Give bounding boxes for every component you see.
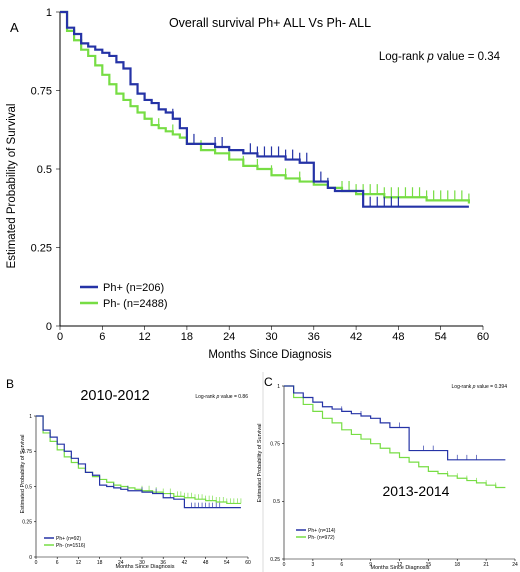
y-tick-label: 1 bbox=[277, 384, 280, 390]
survival-step-line bbox=[284, 385, 506, 489]
y-tick-label: 0.75 bbox=[270, 441, 280, 447]
x-tick-label: 30 bbox=[265, 331, 277, 343]
series-ph-negative bbox=[284, 385, 506, 489]
y-tick-label: 1 bbox=[46, 7, 52, 19]
x-axis-label: Months Since Diagnosis bbox=[370, 565, 429, 571]
series-ph-positive bbox=[36, 415, 241, 509]
axes: 0 6 12 18 24 30 36 42 48 54 60 0 0.25 0.5 0.75 1 bbox=[31, 7, 490, 343]
x-tick-label: 6 bbox=[99, 331, 105, 343]
panel-label: B bbox=[6, 377, 14, 391]
x-tick-label: 54 bbox=[224, 560, 230, 566]
legend-label-ph-positive: Ph+ (n=206) bbox=[103, 282, 164, 294]
x-tick-label: 54 bbox=[435, 331, 447, 343]
series-ph-negative bbox=[60, 10, 470, 204]
x-tick-label: 12 bbox=[397, 562, 403, 568]
x-tick-label: 24 bbox=[223, 331, 235, 343]
x-tick-label: 9 bbox=[369, 562, 372, 568]
legend-label-ph-negative: Ph- (n=2488) bbox=[103, 298, 168, 310]
legend: Ph+ (n=114) Ph- (n=972) bbox=[296, 528, 336, 541]
legend-label-ph-negative: Ph- (n=1516) bbox=[56, 543, 86, 549]
x-tick-label: 15 bbox=[426, 562, 432, 568]
x-tick-label: 36 bbox=[308, 331, 320, 343]
y-tick-label: 0.5 bbox=[273, 499, 280, 505]
chart-title: 2010-2012 bbox=[80, 388, 149, 404]
x-tick-label: 21 bbox=[483, 562, 489, 568]
x-tick-label: 42 bbox=[182, 560, 188, 566]
x-tick-label: 18 bbox=[454, 562, 460, 568]
survival-step-line bbox=[60, 10, 469, 208]
x-tick-label: 42 bbox=[350, 331, 362, 343]
x-axis-label: Months Since Diagnosis bbox=[208, 349, 332, 361]
x-tick-label: 0 bbox=[57, 331, 63, 343]
y-axis-label: Estimated Probability of Survival bbox=[257, 424, 263, 503]
survival-2013-2014-panel: C Log-rank p value = 0.394 2013-2014 Mon… bbox=[257, 372, 520, 572]
legend: Ph+ (n=206) Ph- (n=2488) bbox=[80, 282, 168, 310]
chart-title: Overall survival Ph+ ALL Vs Ph- ALL bbox=[169, 16, 371, 30]
series-ph-positive bbox=[284, 385, 506, 461]
x-tick-label: 3 bbox=[311, 562, 314, 568]
logrank-annotation: Log-rank p value = 0.394 bbox=[452, 384, 508, 390]
x-tick-label: 60 bbox=[477, 331, 489, 343]
legend-label-ph-positive: Ph+ (n=92) bbox=[56, 536, 81, 542]
x-tick-label: 6 bbox=[340, 562, 343, 568]
x-tick-label: 12 bbox=[138, 331, 150, 343]
series-ph-positive bbox=[60, 10, 469, 208]
y-tick-label: 0.25 bbox=[270, 557, 280, 563]
survival-2010-2012-chart: B 2010-2012 Log-rank p value = 0.86 Mont… bbox=[6, 377, 251, 570]
y-tick-label: 0.25 bbox=[31, 242, 52, 254]
chart-title: 2013-2014 bbox=[383, 483, 450, 499]
x-tick-label: 60 bbox=[245, 560, 251, 566]
y-axis-label: Estimated Probability of Survival bbox=[6, 104, 18, 269]
x-tick-label: 24 bbox=[118, 560, 124, 566]
survival-step-line bbox=[60, 10, 470, 204]
x-tick-label: 24 bbox=[512, 562, 518, 568]
y-tick-label: 0 bbox=[29, 555, 32, 561]
panel-label: C bbox=[264, 375, 273, 389]
x-tick-label: 30 bbox=[139, 560, 145, 566]
y-tick-label: 0.75 bbox=[31, 85, 52, 97]
survival-2010-2012-panel: B 2010-2012 Log-rank p value = 0.86 Mont… bbox=[0, 372, 262, 572]
legend: Ph+ (n=92) Ph- (n=1516) bbox=[44, 536, 86, 549]
axes: 0 3 6 9 12 15 18 21 24 0.25 0.5 0.75 1 bbox=[270, 384, 518, 568]
x-axis-label: Months Since Diagnosis bbox=[115, 564, 174, 570]
x-tick-label: 48 bbox=[203, 560, 209, 566]
logrank-annotation: Log-rank p value = 0.86 bbox=[195, 394, 248, 400]
survival-step-line bbox=[36, 415, 241, 509]
axes: 0 6 12 18 24 30 36 42 48 54 60 0 0.25 0.5 0.75 1 bbox=[22, 414, 251, 566]
x-tick-label: 12 bbox=[76, 560, 82, 566]
y-tick-label: 1 bbox=[29, 414, 32, 420]
legend-label-ph-positive: Ph+ (n=114) bbox=[308, 528, 336, 534]
x-tick-label: 36 bbox=[160, 560, 166, 566]
y-tick-label: 0 bbox=[46, 321, 52, 333]
y-tick-label: 0.75 bbox=[22, 449, 32, 455]
x-tick-label: 0 bbox=[35, 560, 38, 566]
y-tick-label: 0.5 bbox=[37, 164, 52, 176]
x-tick-label: 48 bbox=[392, 331, 404, 343]
x-tick-label: 18 bbox=[181, 331, 193, 343]
x-tick-label: 18 bbox=[97, 560, 103, 566]
y-axis-label: Estimated Probability of Survival bbox=[20, 435, 26, 514]
x-tick-label: 0 bbox=[283, 562, 286, 568]
legend-label-ph-negative: Ph- (n=972) bbox=[308, 535, 335, 541]
overall-survival-chart: A Overall survival Ph+ ALL Vs Ph- ALL Lo… bbox=[6, 7, 501, 361]
panel-label: A bbox=[10, 20, 19, 35]
overall-survival-panel: A Overall survival Ph+ ALL Vs Ph- ALL Lo… bbox=[6, 6, 501, 361]
logrank-annotation: Log-rank p value = 0.34 bbox=[379, 51, 501, 63]
survival-2013-2014-chart: C Log-rank p value = 0.394 2013-2014 Mon… bbox=[257, 375, 518, 571]
panel-divider bbox=[262, 372, 264, 572]
y-tick-label: 0.25 bbox=[22, 520, 32, 526]
x-tick-label: 6 bbox=[56, 560, 59, 566]
survival-step-line bbox=[284, 385, 506, 461]
y-tick-label: 0.5 bbox=[25, 484, 32, 490]
